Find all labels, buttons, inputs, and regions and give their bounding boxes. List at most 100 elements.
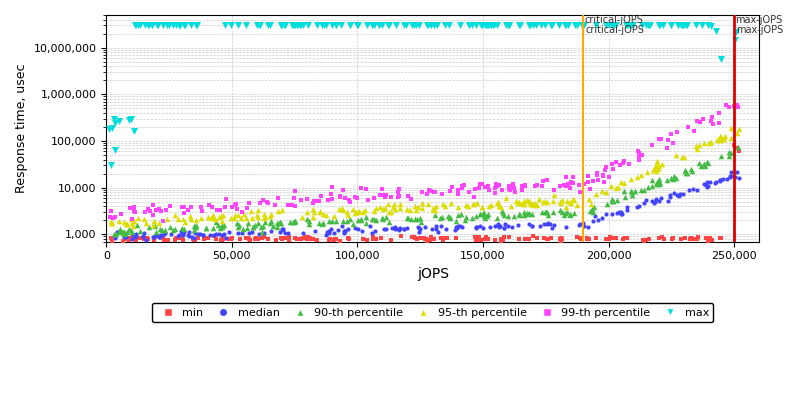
Point [697,116,710,122]
Point [347,220,360,227]
Point [125,227,138,234]
Point [513,22,526,28]
Point [441,234,454,241]
Point [154,233,167,239]
Point [518,200,530,207]
Point [349,225,362,232]
Text: critical-jOPS: critical-jOPS [586,25,645,35]
Point [257,197,270,203]
Point [500,22,513,28]
Point [337,218,350,225]
Point [610,159,622,165]
Point [646,167,659,174]
Point [127,231,140,238]
Point [182,207,195,214]
Point [110,229,123,236]
Point [493,182,506,188]
Point [666,235,679,241]
Point [720,176,733,182]
Point [650,168,662,174]
Point [328,213,341,219]
Point [733,148,746,154]
Point [169,212,182,218]
Point [636,152,649,158]
Point [217,236,230,242]
Point [408,22,421,28]
Point [646,177,658,184]
Point [538,22,551,28]
Point [129,209,142,215]
Point [653,179,666,186]
Point [301,236,314,242]
Point [256,228,269,235]
Point [681,169,694,176]
Point [421,190,434,197]
Point [153,220,166,226]
Point [622,22,634,28]
Point [126,216,138,222]
Point [168,237,181,243]
Point [717,136,730,142]
Point [412,229,425,235]
Point [610,197,623,204]
Point [474,237,487,243]
Point [469,186,482,192]
Point [540,209,553,216]
Point [258,214,271,220]
Point [388,206,401,212]
Point [231,206,244,212]
Point [625,175,638,182]
Point [654,22,666,28]
Point [359,220,372,226]
Point [694,162,707,169]
Point [386,204,399,210]
Point [187,234,200,241]
Point [730,169,743,176]
Point [536,178,549,184]
Point [626,189,638,196]
Point [701,179,714,186]
Point [274,22,287,28]
Point [561,208,574,215]
Point [190,217,202,224]
Point [199,224,212,231]
Point [298,234,311,240]
Point [361,236,374,243]
Point [138,209,151,215]
Point [482,22,494,28]
Point [733,175,746,182]
Point [496,186,509,193]
Point [289,22,302,28]
Point [378,226,390,232]
Point [618,235,631,241]
Point [173,234,186,241]
Point [596,173,609,180]
Point [505,203,518,209]
Point [610,22,622,28]
Point [367,208,380,214]
Point [319,22,332,28]
Point [503,186,516,192]
Point [414,218,427,225]
Point [642,22,654,28]
Point [666,176,679,182]
Point [470,22,482,28]
Point [356,228,369,234]
Point [348,210,361,216]
Point [109,146,122,153]
Point [216,212,229,218]
Point [282,230,294,236]
Point [360,214,373,220]
Point [427,236,440,242]
Point [253,22,266,28]
Point [477,210,490,216]
Point [146,212,159,218]
Point [133,234,146,241]
Point [320,212,333,219]
Point [514,212,526,218]
Point [410,236,423,242]
Point [218,22,231,28]
Point [448,227,461,233]
Point [301,209,314,216]
Point [383,219,396,225]
